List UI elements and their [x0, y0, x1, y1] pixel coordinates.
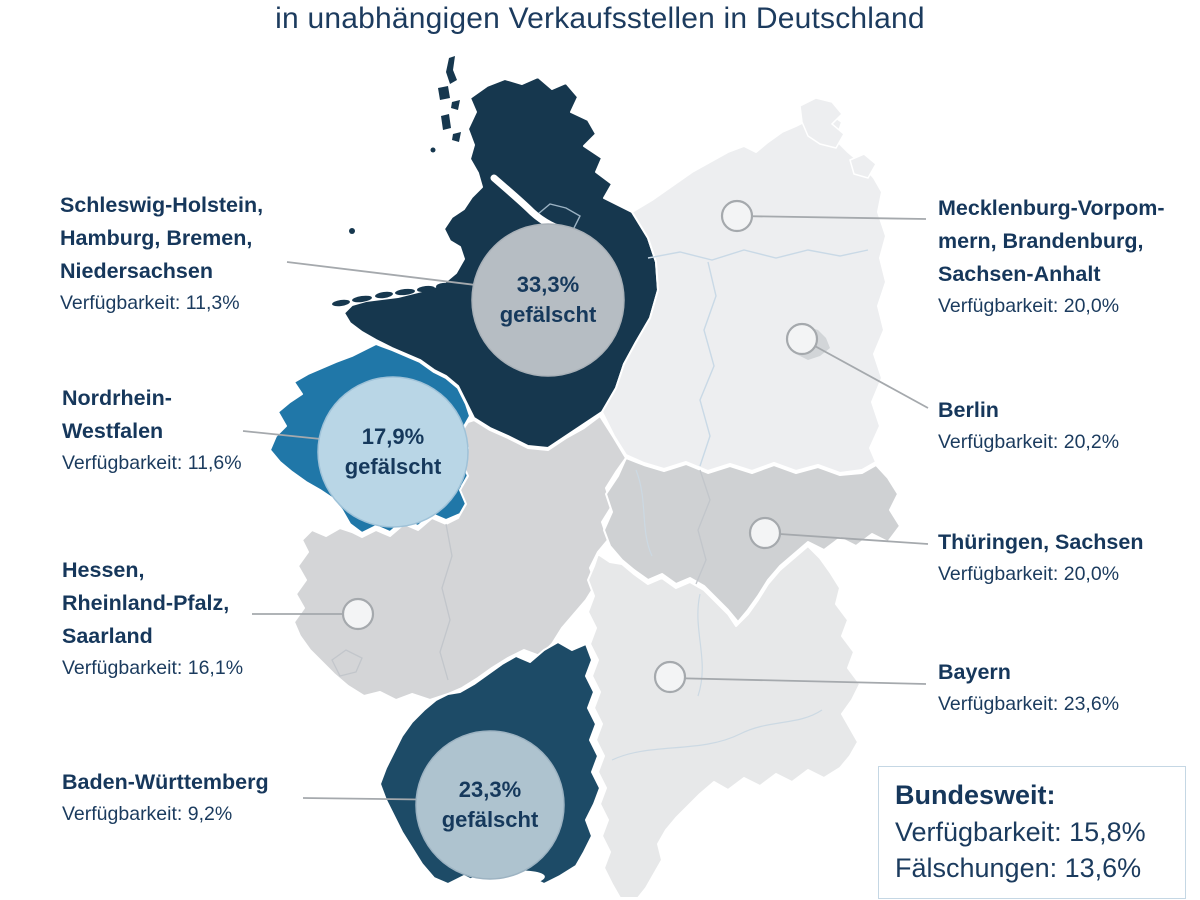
- marker-thueringen: [748, 516, 782, 550]
- region-availability: Verfügbarkeit: 11,3%: [60, 292, 240, 314]
- bubble-north-value: 33,3%: [516, 272, 580, 297]
- connector-northeast: [736, 215, 927, 220]
- region-name: Berlin: [938, 398, 999, 422]
- label-hessen-group: Hessen, Rheinland-Pfalz, Saarland Verfüg…: [62, 554, 243, 681]
- label-schleswig-holstein-group: Schleswig-Holstein, Hamburg, Bremen, Nie…: [60, 189, 263, 316]
- bubble-north-text: 33,3% gefälscht: [500, 270, 597, 330]
- baltic-islands: [799, 97, 877, 179]
- north-sea-islands: [332, 56, 461, 307]
- bubble-nrw-text: 17,9% gefälscht: [345, 422, 442, 482]
- map-region-bayern: [587, 545, 861, 899]
- region-availability: Verfügbarkeit: 11,6%: [62, 452, 242, 474]
- region-name: Schleswig-Holstein, Hamburg, Bremen, Nie…: [60, 193, 264, 283]
- label-mecklenburg-group: Mecklenburg-Vorpom- mern, Brandenburg, S…: [938, 192, 1165, 319]
- region-availability: Verfügbarkeit: 20,0%: [938, 295, 1120, 317]
- region-name: Baden-Württemberg: [62, 770, 269, 794]
- marker-northeast: [720, 199, 754, 233]
- nationwide-counterfeits: Fälschungen: 13,6%: [895, 853, 1142, 883]
- label-nordrhein-westfalen: Nordrhein- Westfalen Verfügbarkeit: 11,6…: [62, 382, 242, 476]
- connector-berlin: [801, 338, 929, 409]
- bubble-nrw-label: gefälscht: [344, 454, 442, 479]
- region-availability: Verfügbarkeit: 23,6%: [938, 693, 1120, 715]
- region-availability: Verfügbarkeit: 9,2%: [62, 803, 233, 825]
- region-name: Mecklenburg-Vorpom- mern, Brandenburg, S…: [938, 196, 1165, 286]
- label-thueringen-sachsen: Thüringen, Sachsen Verfügbarkeit: 20,0%: [938, 526, 1143, 587]
- internal-borders-northeast: [647, 249, 869, 467]
- internal-borders-center: [331, 469, 711, 681]
- bubble-bw: [415, 730, 565, 880]
- connector-bayern: [669, 677, 927, 685]
- marker-bayern: [653, 660, 687, 694]
- map-region-northeast: [601, 111, 887, 474]
- region-name: Nordrhein- Westfalen: [62, 386, 172, 443]
- region-name: Hessen, Rheinland-Pfalz, Saarland: [62, 558, 230, 648]
- bubble-nrw: [317, 376, 469, 528]
- connector-thueringen: [764, 532, 929, 545]
- nationwide-title: Bundesweit:: [895, 780, 1056, 810]
- nationwide-availability: Verfügbarkeit: 15,8%: [895, 817, 1146, 847]
- bubble-bw-value: 23,3%: [458, 777, 522, 802]
- region-availability: Verfügbarkeit: 20,2%: [938, 431, 1120, 453]
- region-availability: Verfügbarkeit: 16,1%: [62, 657, 244, 679]
- map-region-hessen-rp-saar: [293, 415, 627, 701]
- region-availability: Verfügbarkeit: 20,0%: [938, 563, 1120, 585]
- bubble-north-label: gefälscht: [499, 302, 597, 327]
- marker-berlin: [785, 322, 819, 356]
- marker-hessen: [341, 597, 375, 631]
- page-title: in unabhängigen Verkaufsstellen in Deuts…: [275, 2, 925, 35]
- nationwide-summary-box: Bundesweit: Verfügbarkeit: 15,8% Fälschu…: [878, 766, 1186, 899]
- bubble-north: [471, 223, 625, 377]
- region-name: Bayern: [938, 660, 1011, 684]
- label-berlin: Berlin Verfügbarkeit: 20,2%: [938, 394, 1119, 455]
- label-bayern: Bayern Verfügbarkeit: 23,6%: [938, 656, 1119, 717]
- river-lines: [611, 469, 823, 761]
- bubble-bw-label: gefälscht: [441, 807, 539, 832]
- bubble-nrw-value: 17,9%: [361, 424, 425, 449]
- region-name: Thüringen, Sachsen: [938, 530, 1144, 554]
- bubble-bw-text: 23,3% gefälscht: [442, 775, 539, 835]
- label-baden-wuerttemberg: Baden-Württemberg Verfügbarkeit: 9,2%: [62, 766, 269, 827]
